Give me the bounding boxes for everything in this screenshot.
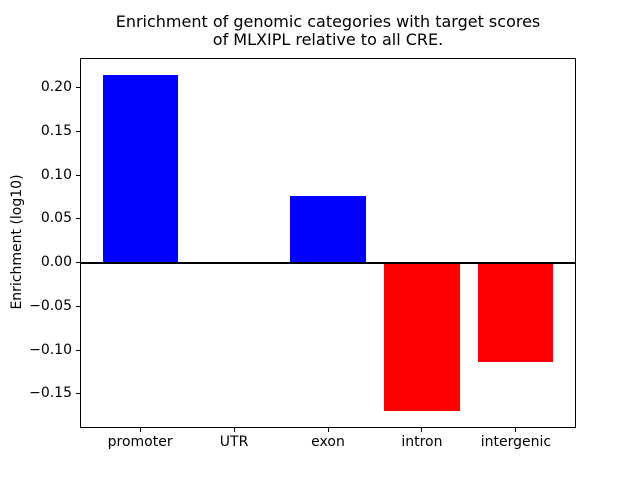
y-tick-−0.05 (76, 305, 80, 307)
x-tick-label-intron: intron (401, 434, 443, 450)
y-tick-label-−0.05: −0.05 (29, 297, 72, 314)
y-tick-label-0.15: 0.15 (40, 122, 72, 139)
x-tick-promoter (139, 428, 141, 432)
zero-line (80, 261, 576, 264)
y-tick-0.10 (76, 174, 80, 176)
bar-exon (290, 196, 366, 263)
y-tick-0.00 (76, 262, 80, 264)
y-tick-label-0.20: 0.20 (40, 79, 72, 96)
bar-intron (384, 262, 460, 412)
y-tick-label-−0.10: −0.10 (29, 341, 72, 358)
x-tick-label-exon: exon (311, 434, 345, 450)
y-tick-−0.15 (76, 393, 80, 395)
x-tick-intron (421, 428, 423, 432)
x-tick-label-UTR: UTR (219, 434, 249, 450)
x-tick-label-promoter: promoter (107, 434, 173, 450)
x-tick-intergenic (515, 428, 517, 432)
y-tick-−0.10 (76, 349, 80, 351)
x-tick-label-intergenic: intergenic (480, 434, 552, 450)
chart-title: Enrichment of genomic categories with ta… (115, 12, 541, 49)
y-tick-label-−0.15: −0.15 (29, 385, 72, 402)
y-tick-0.05 (76, 218, 80, 220)
y-tick-label-0.05: 0.05 (40, 210, 72, 227)
y-axis-label: Enrichment (log10) (9, 174, 25, 310)
bar-intergenic (478, 262, 554, 362)
x-tick-UTR (233, 428, 235, 432)
x-tick-exon (327, 428, 329, 432)
y-tick-0.15 (76, 130, 80, 132)
y-tick-label-0.00: 0.00 (40, 254, 72, 271)
y-tick-label-0.10: 0.10 (40, 166, 72, 183)
y-tick-0.20 (76, 87, 80, 89)
bar-promoter (102, 74, 178, 263)
